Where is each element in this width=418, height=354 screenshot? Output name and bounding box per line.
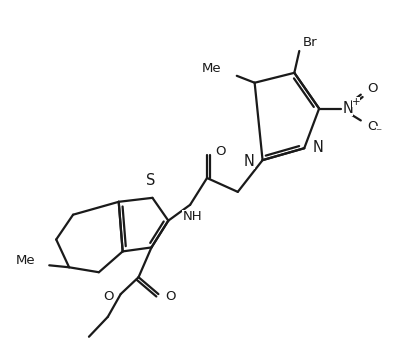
Text: Me: Me — [201, 62, 221, 75]
Text: O: O — [368, 82, 378, 95]
Text: N: N — [342, 101, 353, 116]
Text: N: N — [312, 140, 323, 155]
Text: Me: Me — [16, 254, 36, 267]
Text: ⁻: ⁻ — [376, 126, 382, 139]
Text: Br: Br — [302, 35, 317, 48]
Text: +: + — [352, 97, 360, 107]
Text: O: O — [166, 290, 176, 303]
Text: N: N — [244, 154, 255, 169]
Text: O: O — [368, 120, 378, 133]
Text: S: S — [146, 173, 155, 188]
Text: O: O — [103, 290, 114, 303]
Text: O: O — [215, 145, 225, 158]
Text: NH: NH — [182, 210, 202, 223]
